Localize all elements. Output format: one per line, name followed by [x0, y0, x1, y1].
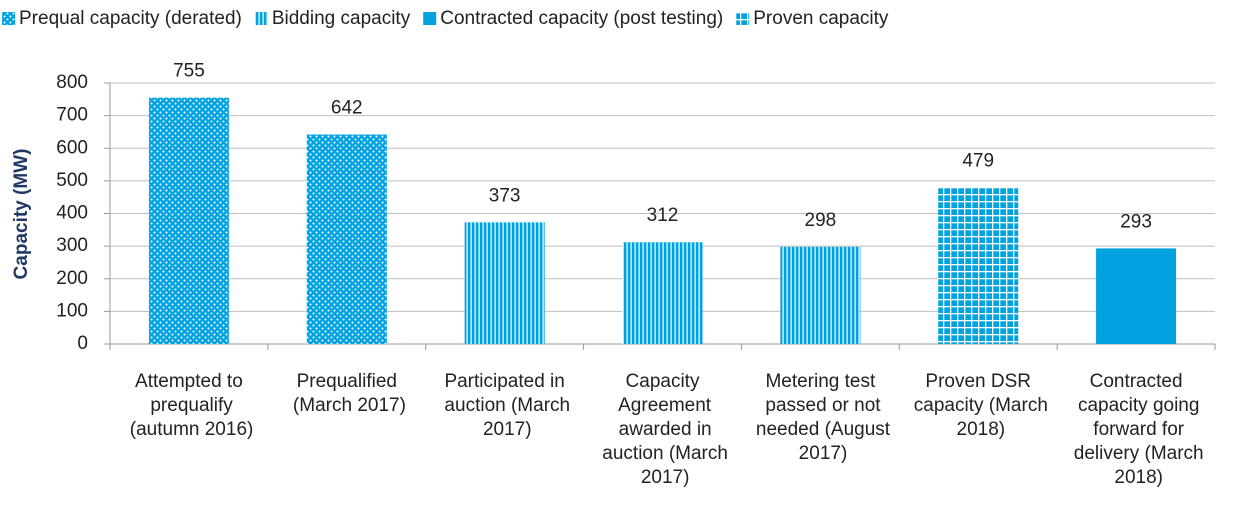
y-tick-label: 100 — [56, 300, 88, 321]
bar — [938, 187, 1019, 344]
y-tick-label: 800 — [56, 72, 88, 93]
data-label: 642 — [331, 98, 363, 119]
bar — [306, 134, 387, 344]
legend-label: Proven capacity — [753, 8, 889, 29]
y-tick-label: 400 — [56, 203, 88, 224]
legend-label: Prequal capacity (derated) — [19, 8, 242, 29]
bar — [780, 246, 861, 344]
x-tick-label: Metering test passed or not needed (Augu… — [751, 371, 891, 464]
x-tick-label: Contracted capacity going forward for de… — [1068, 371, 1203, 488]
legend-swatch — [2, 12, 15, 25]
y-axis-title: Capacity (MW) — [11, 149, 32, 280]
legend-label: Bidding capacity — [272, 8, 411, 29]
y-tick-label: 700 — [56, 105, 88, 126]
legend-swatch — [736, 12, 750, 25]
data-label: 373 — [489, 185, 521, 206]
legend-swatch — [254, 12, 268, 25]
bar — [464, 222, 545, 344]
y-tick-label: 0 — [77, 333, 88, 354]
data-label: 312 — [647, 205, 679, 226]
legend-label: Contracted capacity (post testing) — [440, 8, 723, 29]
y-tick-label: 500 — [56, 170, 88, 191]
x-tick-label: Attempted to prequalify (autumn 2016) — [124, 371, 253, 440]
x-tick-label: Capacity Agreement awarded in auction (M… — [597, 371, 728, 488]
data-label: 479 — [962, 151, 994, 172]
y-tick-label: 200 — [56, 268, 88, 289]
x-tick-label: Prequalified (March 2017) — [288, 371, 406, 416]
y-tick-label: 300 — [56, 235, 88, 256]
x-tick-label: Proven DSR capacity (March 2018) — [909, 371, 1048, 440]
data-label: 755 — [173, 61, 205, 82]
data-label: 293 — [1120, 211, 1152, 232]
bar — [1096, 248, 1177, 344]
legend-swatch — [423, 12, 437, 25]
x-tick-label: Participated in auction (March 2017) — [439, 371, 570, 440]
bar — [148, 97, 229, 345]
data-label: 298 — [805, 210, 837, 231]
y-tick-label: 600 — [56, 137, 88, 158]
bar — [622, 242, 703, 344]
